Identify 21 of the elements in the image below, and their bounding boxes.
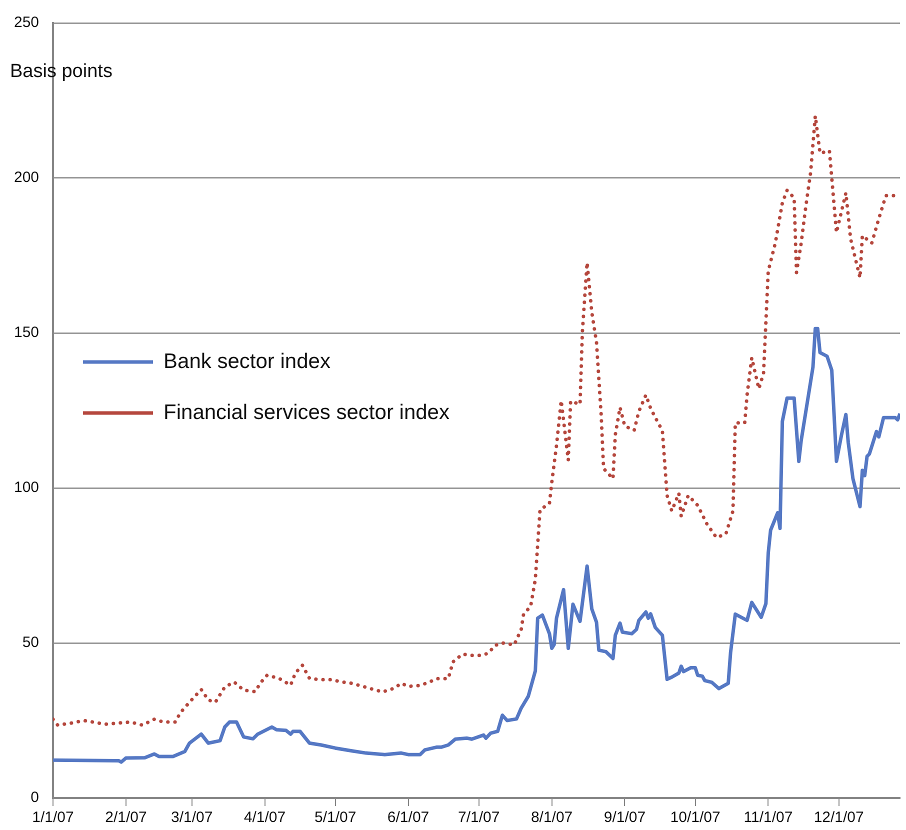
x-tick-label: 4/1/07 — [244, 809, 286, 826]
y-tick-label: 250 — [14, 14, 40, 32]
x-tick-label: 6/1/07 — [387, 809, 430, 826]
x-tick-label: 5/1/07 — [314, 809, 356, 826]
y-tick-label: 200 — [14, 169, 40, 186]
x-tick-label: 1/1/07 — [32, 809, 74, 826]
x-tick-label: 11/1/07 — [744, 809, 793, 826]
x-tick-label: 9/1/07 — [604, 809, 646, 826]
y-tick-label: 100 — [14, 479, 40, 496]
x-tick-label: 10/1/07 — [670, 809, 720, 826]
y-tick-label: 150 — [14, 324, 40, 342]
x-tick-label: 2/1/07 — [105, 809, 147, 826]
y-axis-title: Basis points — [10, 61, 112, 82]
x-tick-label: 12/1/07 — [814, 809, 864, 826]
x-tick-label: 7/1/07 — [458, 809, 500, 826]
x-tick-label: 3/1/07 — [170, 809, 213, 826]
y-tick-label: 50 — [22, 634, 40, 652]
legend-label: Financial services sector index — [164, 400, 450, 424]
y-tick-label: 0 — [30, 789, 40, 806]
x-tick-label: 8/1/07 — [530, 809, 573, 826]
legend-label: Bank sector index — [164, 350, 331, 373]
